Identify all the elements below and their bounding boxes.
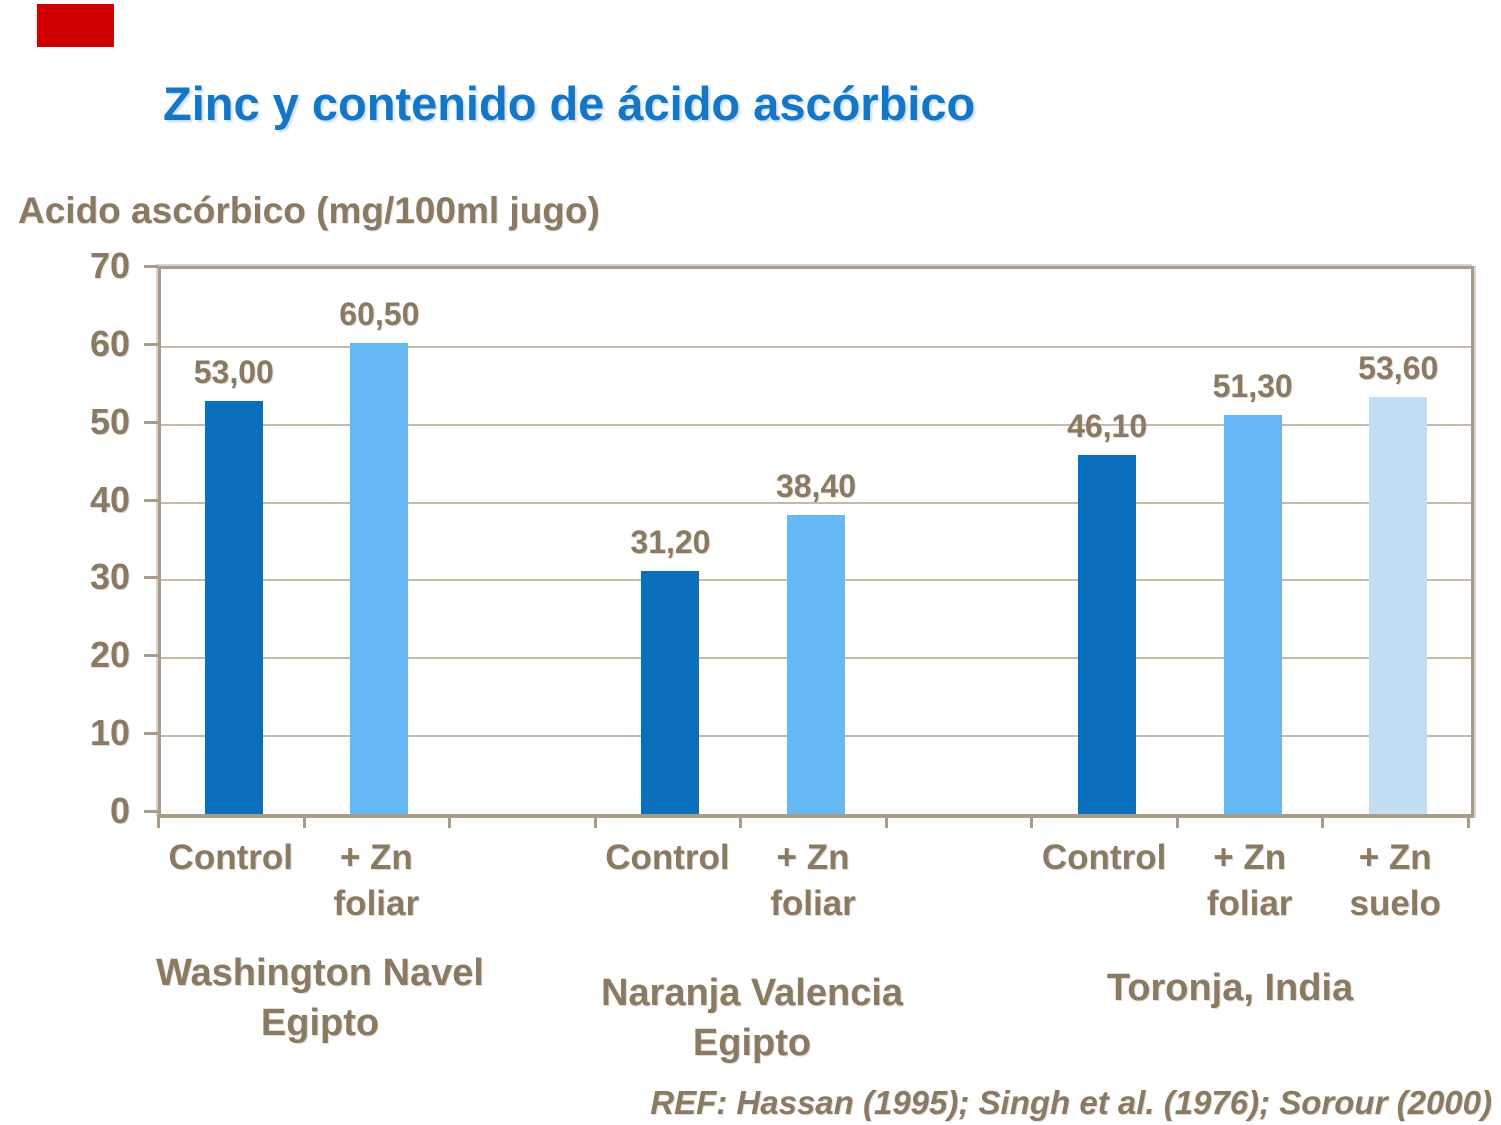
x-tick-mark [1321, 815, 1325, 828]
x-tick-mark [739, 815, 743, 828]
bar-value-label: 46,10 [1067, 408, 1148, 445]
slide-title: Zinc y contenido de ácido ascórbico [163, 77, 976, 130]
category-label-line: foliar [1206, 884, 1293, 923]
y-tick-label: 50 [89, 400, 130, 442]
group-label-line: Egipto [692, 1022, 812, 1064]
category-label: Control [994, 835, 1214, 881]
group-label: Toronja, India [970, 963, 1490, 1013]
bar-value-label: 60,50 [339, 295, 420, 332]
category-label-line: + Zn [1213, 838, 1287, 877]
bar-value-label: 51,30 [1212, 367, 1293, 404]
x-tick-mark [1030, 815, 1034, 828]
category-label: + Zn foliar [266, 835, 486, 927]
group-label: Naranja Valencia Egipto [492, 968, 1012, 1068]
x-tick-mark [157, 815, 160, 828]
y-tick-mark [144, 265, 158, 268]
bar [1078, 455, 1137, 814]
y-tick-label: 70 [89, 245, 130, 286]
y-tick-label: 10 [89, 712, 130, 754]
y-axis-title: Acido ascórbico (mg/100ml jugo) [18, 190, 600, 231]
category-label-line: foliar [770, 884, 856, 923]
y-tick-label: 30 [89, 556, 130, 598]
bar-value-label: 53,60 [1358, 349, 1439, 386]
category-label: + Zn foliar [703, 835, 923, 927]
bar-value-label: 31,20 [630, 524, 711, 561]
category-label-line: + Zn [1358, 838, 1432, 877]
y-tick-label: 60 [89, 322, 130, 364]
category-label-line: Control [605, 838, 730, 877]
y-tick-label: 20 [89, 634, 130, 676]
bar [204, 401, 263, 814]
bar-value-label: 38,40 [775, 468, 857, 505]
category-label: Control [557, 835, 777, 881]
y-tick-mark [144, 732, 158, 736]
category-label-line: Control [1041, 838, 1167, 877]
x-tick-mark [448, 815, 452, 828]
y-tick-mark [144, 498, 158, 502]
plot-area: 53,00 60,50 31,20 38,40 46,10 51,30 53,60 [158, 266, 1474, 818]
group-label: Washington Navel Egipto [60, 948, 580, 1048]
category-label: Control [121, 835, 341, 881]
category-label: + Zn suelo [1285, 835, 1501, 927]
group-label-line: Naranja Valencia [600, 972, 904, 1014]
group-label-line: Toronja, India [1106, 967, 1354, 1009]
y-tick-label: 0 [109, 790, 130, 831]
group-label-line: Washington Navel [156, 952, 484, 994]
y-tick-mark [144, 654, 158, 658]
gridline [161, 345, 1471, 348]
x-tick-mark [1175, 815, 1179, 828]
category-label-line: + Zn [339, 838, 413, 877]
x-tick-mark [1467, 815, 1470, 828]
y-tick-mark [144, 810, 158, 813]
gridline [161, 501, 1471, 504]
y-tick-label: 40 [89, 478, 130, 520]
y-tick-mark [144, 420, 158, 424]
bar-value-label: 53,00 [193, 354, 274, 391]
x-tick-mark [302, 815, 306, 828]
bar [1369, 396, 1428, 814]
bar [787, 515, 845, 814]
x-tick-mark [593, 815, 597, 828]
y-tick-mark [144, 342, 158, 346]
bar [641, 571, 700, 814]
category-label-line: + Zn [776, 838, 850, 877]
group-label-line: Egipto [260, 1002, 380, 1044]
red-corner-tab [37, 4, 114, 47]
category-label-line: suelo [1349, 884, 1441, 923]
bar [1223, 414, 1282, 814]
gridline [161, 423, 1471, 426]
reference-text: REF: Hassan (1995); Singh et al. (1976);… [650, 1084, 1492, 1121]
bar [350, 342, 409, 814]
x-tick-mark [884, 815, 888, 828]
category-label-line: foliar [333, 884, 420, 923]
category-label-line: Control [168, 838, 293, 877]
y-tick-mark [144, 576, 158, 580]
category-label: + Zn foliar [1140, 835, 1360, 927]
